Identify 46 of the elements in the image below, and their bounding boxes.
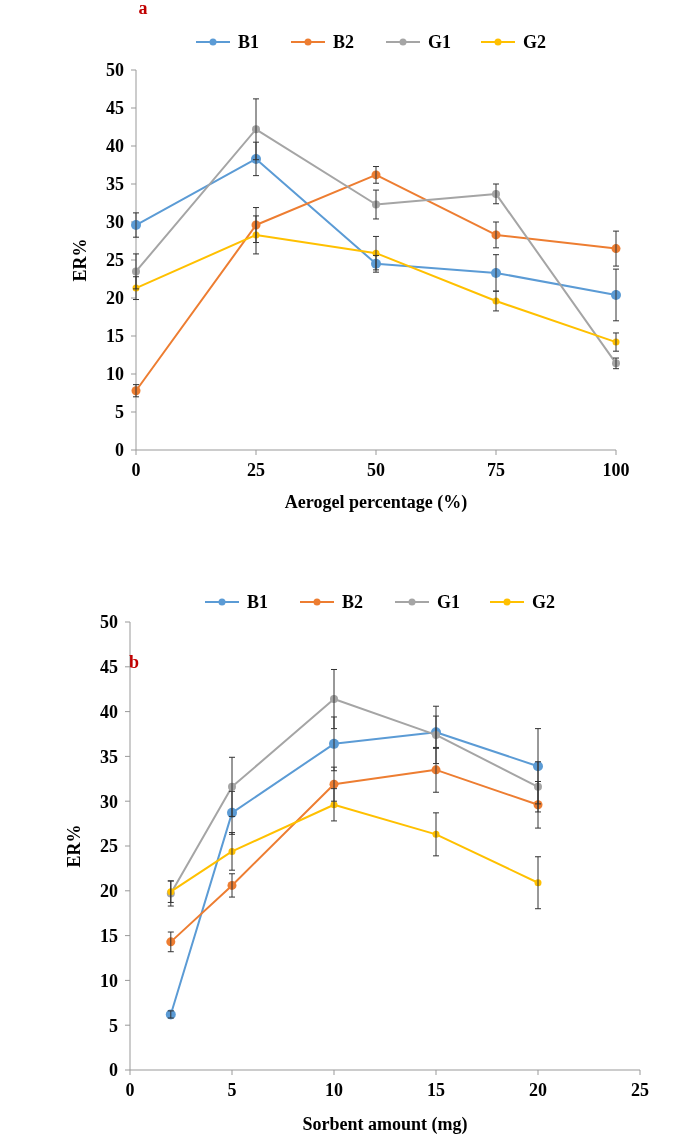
y-tick-label: 35 [100,746,118,767]
x-tick-label: 5 [227,1080,237,1100]
x-tick-label: 0 [131,460,141,480]
x-tick-label: 50 [367,460,385,480]
y-tick-label: 15 [100,925,118,946]
y-tick-label: 50 [106,60,124,81]
annotation: b [128,652,140,672]
y-tick-label: 50 [100,612,118,633]
y-tick-label: 25 [100,836,118,857]
y-tick-label: 0 [109,1060,118,1081]
x-tick-label: 25 [631,1080,649,1100]
legend-label: G2 [523,32,547,53]
y-tick-label: 40 [106,136,124,157]
legend-label: G1 [437,592,461,613]
y-axis-title: ER% [70,238,90,282]
legend-label: B1 [238,32,260,53]
text: a [138,0,148,18]
legend-label: G2 [532,592,556,613]
legend-label: G1 [428,32,452,53]
x-axis-title: Sorbent amount (mg) [302,1114,468,1135]
y-tick-label: 10 [100,970,118,991]
x-tick-label: 75 [487,460,505,480]
y-tick-label: 20 [100,881,118,902]
x-axis-title: Aerogel percentage (%) [284,492,468,513]
x-tick-label: 15 [427,1080,445,1100]
y-tick-label: 30 [100,791,118,812]
y-tick-label: 35 [106,174,124,195]
x-tick-label: 10 [325,1080,343,1100]
x-tick-label: 100 [602,460,630,480]
legend-label: B1 [247,592,269,613]
y-tick-label: 40 [100,701,118,722]
y-tick-label: 25 [106,250,124,271]
y-tick-label: 45 [106,98,124,119]
legend-label: B2 [333,32,355,53]
y-tick-label: 45 [100,657,118,678]
y-axis-title: ER% [64,824,84,868]
y-tick-label: 5 [115,402,124,423]
y-tick-label: 20 [106,288,124,309]
y-tick-label: 30 [106,212,124,233]
y-tick-label: 5 [109,1015,118,1036]
y-tick-label: 10 [106,364,124,385]
y-tick-label: 15 [106,326,124,347]
x-tick-label: 20 [529,1080,547,1100]
y-tick-label: 0 [115,440,124,461]
legend-label: B2 [342,592,364,613]
x-tick-label: 25 [247,460,265,480]
